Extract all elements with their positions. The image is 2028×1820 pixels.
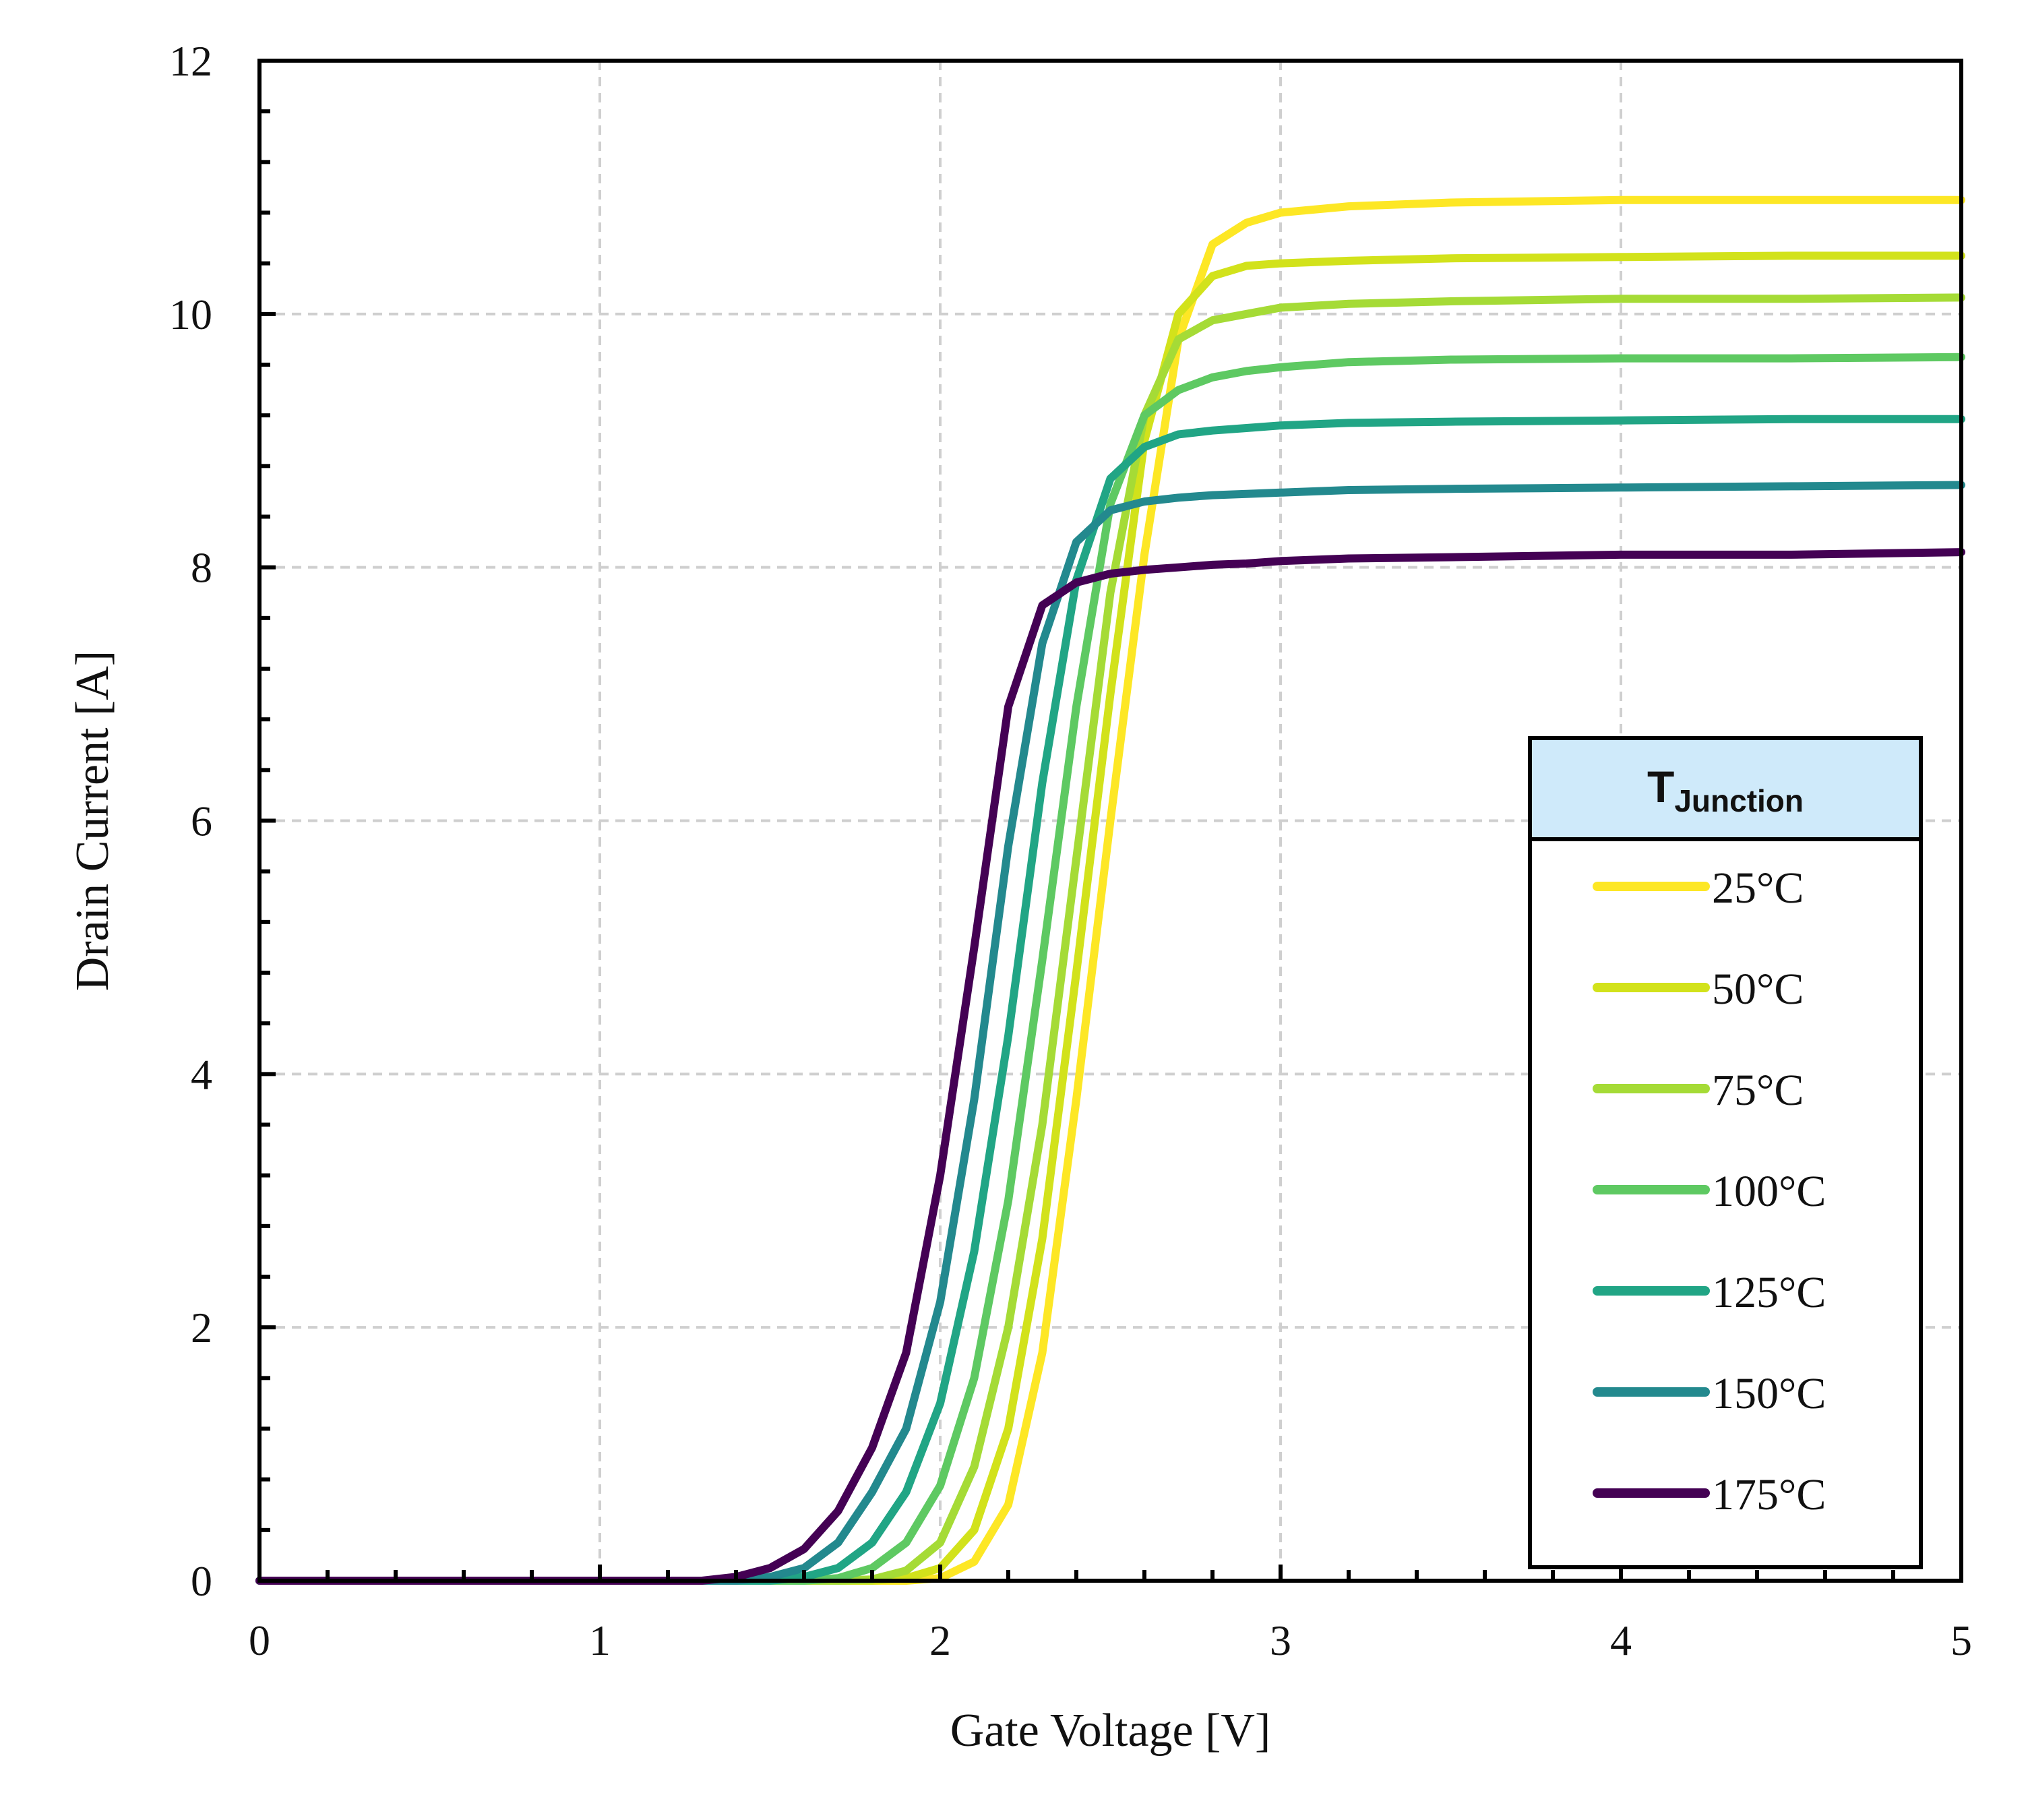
y-tick-label: 6	[191, 797, 212, 845]
y-axis-title: Drain Current [A]	[67, 650, 119, 991]
legend-box	[1528, 736, 1923, 1569]
x-tick-label: 0	[249, 1616, 270, 1664]
legend-item-label: 175°C	[1712, 1470, 1826, 1519]
x-tick-label: 2	[929, 1616, 951, 1664]
y-tick-label: 4	[191, 1050, 212, 1098]
legend-item-label: 100°C	[1712, 1167, 1826, 1216]
x-tick-label: 5	[1950, 1616, 1972, 1664]
y-tick-label: 10	[169, 291, 212, 338]
x-tick-label: 3	[1270, 1616, 1291, 1664]
legend-item-label: 25°C	[1712, 863, 1804, 913]
y-tick-label: 0	[191, 1557, 212, 1605]
x-tick-label: 1	[589, 1616, 611, 1664]
legend-item-label: 150°C	[1712, 1369, 1826, 1418]
y-tick-label: 2	[191, 1304, 212, 1352]
legend: TJunction 25°C 50°C 75°C 100°C 125°C 150°C 175…	[1528, 736, 1923, 1569]
y-tick-label: 12	[169, 37, 212, 85]
x-tick-label: 4	[1610, 1616, 1632, 1664]
x-axis-title: Gate Voltage [V]	[950, 1705, 1271, 1757]
y-tick-label: 8	[191, 544, 212, 592]
legend-items: 25°C 50°C 75°C 100°C 125°C 150°C 175°C	[1593, 863, 1826, 1519]
legend-title-main: T	[1647, 762, 1674, 812]
legend-header	[1528, 736, 1923, 841]
series-line-175c	[255, 548, 1965, 1585]
legend-item-label: 75°C	[1712, 1066, 1804, 1115]
axis-ticks	[257, 59, 1963, 1583]
legend-title-sub: Junction	[1674, 783, 1804, 818]
legend-title: TJunction	[1647, 762, 1804, 818]
legend-item-label: 125°C	[1712, 1268, 1826, 1317]
legend-item-label: 50°C	[1712, 965, 1804, 1014]
